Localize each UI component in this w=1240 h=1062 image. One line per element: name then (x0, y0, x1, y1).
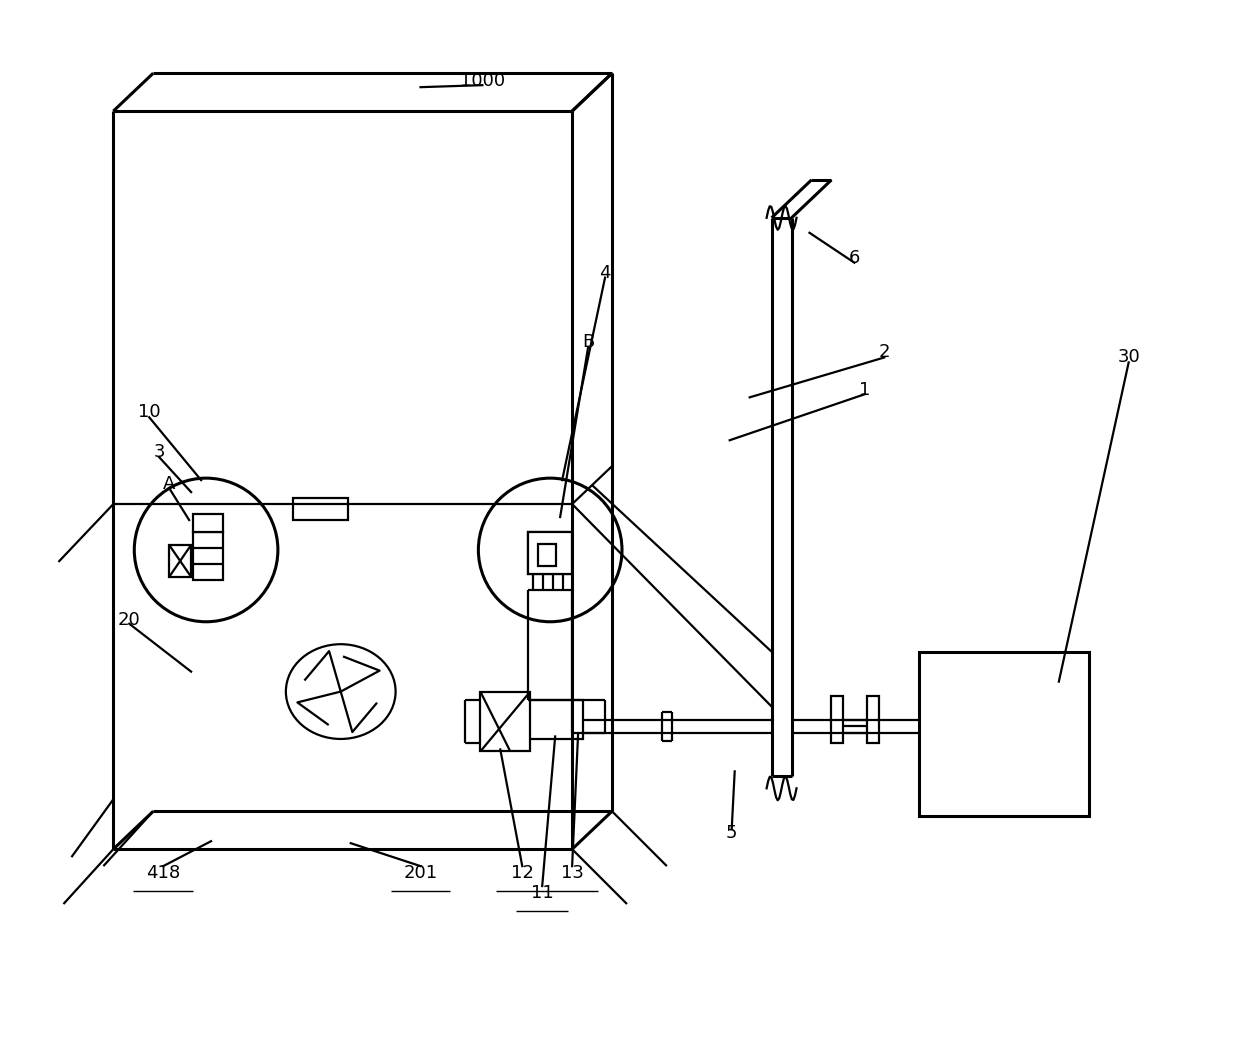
Bar (528, 532, 572, 573)
Bar (169, 545, 191, 577)
Text: B: B (582, 333, 594, 352)
Text: 4: 4 (599, 263, 611, 281)
Text: 201: 201 (403, 864, 438, 883)
Bar (528, 532, 572, 573)
Bar (480, 691, 531, 752)
Text: 1000: 1000 (460, 72, 505, 90)
Text: 13: 13 (560, 864, 584, 883)
Text: 6: 6 (848, 249, 861, 267)
Bar (193, 514, 223, 532)
Bar (919, 652, 1089, 817)
Text: 418: 418 (146, 864, 180, 883)
Text: A: A (162, 475, 175, 493)
Bar (832, 696, 843, 743)
Text: 10: 10 (138, 404, 160, 422)
Text: 2: 2 (879, 343, 890, 361)
Text: 11: 11 (531, 884, 553, 902)
Text: 1: 1 (858, 381, 870, 399)
Bar (193, 532, 223, 580)
Bar (293, 498, 347, 520)
Bar (538, 544, 557, 566)
Text: 3: 3 (154, 443, 165, 461)
Text: 30: 30 (1117, 348, 1140, 366)
Bar (867, 696, 879, 743)
Text: 20: 20 (118, 611, 140, 629)
Text: 12: 12 (511, 864, 533, 883)
Text: 5: 5 (725, 824, 738, 842)
Bar (528, 700, 583, 739)
